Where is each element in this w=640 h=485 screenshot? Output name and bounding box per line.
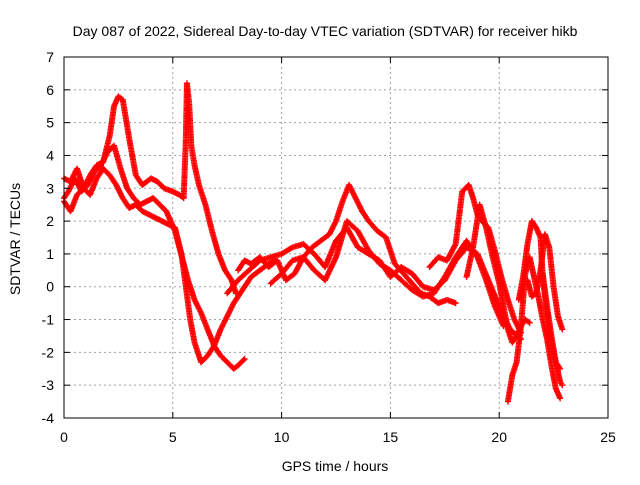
plot-frame (63, 56, 609, 419)
y-tick-label: 4 (46, 147, 54, 163)
y-tick-label: 7 (46, 49, 54, 65)
series-track-1 (61, 80, 239, 297)
x-tick-label: 10 (274, 429, 290, 445)
x-axis-label: GPS time / hours (282, 458, 389, 474)
data-point (559, 326, 566, 333)
data-point (559, 382, 566, 389)
axis-layer: 0 5 10 15 20 25 -4 -3 -2 -1 0 1 2 3 4 5 6 7 (42, 49, 616, 445)
data-point (241, 355, 248, 362)
x-tick-label: 25 (600, 429, 616, 445)
series-track-6 (267, 218, 507, 330)
y-tick-label: -1 (42, 312, 55, 328)
y-tick-label: 5 (46, 115, 54, 131)
x-tick-label: 0 (60, 429, 68, 445)
y-tick-label: -2 (42, 344, 55, 360)
x-tick-label: 5 (169, 429, 177, 445)
y-tick-label: 1 (46, 246, 54, 262)
series-track-11 (524, 231, 566, 333)
data-point (240, 357, 247, 364)
y-tick-label: 2 (46, 213, 54, 229)
series-track-3 (61, 165, 279, 366)
x-tick-label: 15 (383, 429, 399, 445)
series-track-8 (463, 201, 533, 346)
chart-title: Day 087 of 2022, Sidereal Day-to-day VTE… (73, 23, 578, 39)
data-point (557, 395, 564, 402)
data-point (526, 319, 533, 326)
data-point (452, 300, 459, 307)
data-layer (61, 80, 566, 405)
y-tick-label: 6 (46, 82, 54, 98)
x-tick-label: 20 (491, 429, 507, 445)
y-tick-label: -4 (42, 410, 55, 426)
y-tick-label: 3 (46, 180, 54, 196)
series-track-12 (539, 270, 566, 389)
y-tick-label: -3 (42, 377, 55, 393)
grid-layer (64, 57, 608, 418)
y-axis-label: SDTVAR / TECUs (7, 183, 23, 295)
y-tick-label: 0 (46, 279, 54, 295)
